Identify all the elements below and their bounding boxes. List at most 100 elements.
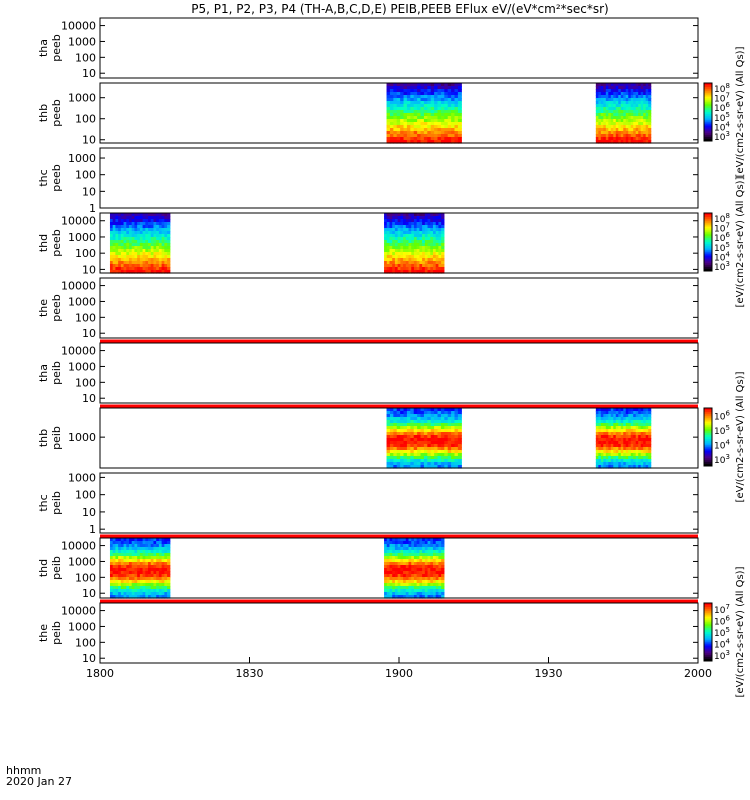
panel-label-probe: thd — [37, 234, 50, 252]
spectrogram-cell — [613, 122, 617, 126]
spectrogram-cell — [153, 258, 157, 262]
spectrogram-cell — [600, 417, 604, 421]
spectrogram-cell — [148, 559, 152, 563]
spectrogram-cell — [635, 423, 639, 427]
spectrogram-cell — [120, 237, 125, 241]
spectrogram-cell — [625, 104, 629, 108]
colorbar-swatch — [704, 456, 712, 459]
spectrogram-cell — [457, 140, 462, 144]
spectrogram-cell — [134, 574, 138, 578]
spectrogram-cell — [386, 577, 391, 581]
spectrogram-cell — [435, 589, 440, 593]
spectrogram-cell — [424, 562, 429, 566]
spectrogram-cell — [158, 243, 163, 247]
spectrogram-cell — [438, 258, 442, 262]
spectrogram-cell — [427, 417, 432, 421]
spectrogram-cell — [137, 225, 141, 229]
spectrogram-cell — [434, 83, 439, 87]
spectrogram-cell — [148, 228, 152, 232]
spectrogram-cell — [423, 456, 428, 460]
spectrogram-cell — [447, 417, 452, 421]
spectrogram-cell — [623, 459, 627, 463]
spectrogram-cell — [451, 423, 456, 427]
spectrogram-cell — [397, 550, 401, 554]
spectrogram-cell — [394, 222, 399, 226]
spectrogram-cell — [441, 547, 445, 551]
spectrogram-cell — [126, 216, 130, 220]
spectrogram-cell — [440, 438, 445, 442]
spectrogram-cell — [430, 435, 435, 439]
spectrogram-cell — [424, 258, 429, 262]
colorbar-swatch — [704, 651, 712, 654]
spectrogram-block — [109, 538, 171, 599]
spectrogram-cell — [410, 98, 415, 102]
spectrogram-cell — [605, 137, 609, 141]
spectrogram-cell — [413, 219, 418, 223]
spectrogram-cell — [424, 213, 429, 217]
spectrogram-cell — [134, 571, 138, 575]
spectrogram-cell — [648, 95, 652, 99]
spectrogram-cell — [427, 104, 432, 108]
spectrogram-cell — [400, 252, 404, 256]
panel-label-instrument: peib — [50, 556, 63, 580]
colorbar-swatch — [704, 603, 712, 606]
spectrogram-cell — [598, 456, 602, 460]
spectrogram-cell — [430, 122, 435, 126]
spectrogram-cell — [427, 556, 431, 560]
spectrogram-cell — [427, 92, 432, 96]
spectrogram-cell — [406, 465, 411, 469]
spectrogram-cell — [615, 438, 619, 442]
spectrogram-cell — [628, 113, 632, 117]
spectrogram-cell — [416, 264, 420, 268]
spectrogram-cell — [595, 438, 599, 442]
spectrogram-cell — [158, 261, 163, 265]
spectrogram-cell — [457, 414, 462, 418]
spectrogram-cell — [638, 98, 642, 102]
spectrogram-cell — [386, 456, 391, 460]
spectrogram-cell — [435, 255, 440, 259]
spectrogram-cell — [441, 240, 445, 244]
spectrogram-cell — [447, 110, 452, 114]
spectrogram-cell — [403, 456, 408, 460]
spectrogram-cell — [633, 447, 637, 451]
spectrogram-cell — [628, 414, 632, 418]
spectrogram-cell — [408, 538, 412, 542]
spectrogram-cell — [648, 113, 652, 117]
spectrogram-cell — [420, 426, 425, 430]
spectrogram-cell — [120, 595, 125, 599]
spectrogram-cell — [158, 219, 163, 223]
spectrogram-cell — [645, 450, 649, 454]
spectrogram-cell — [394, 595, 399, 599]
spectrogram-cell — [625, 107, 629, 111]
spectrogram-cell — [400, 571, 404, 575]
spectrogram-cell — [142, 559, 146, 563]
spectrogram-cell — [128, 258, 133, 262]
spectrogram-cell — [423, 429, 428, 433]
y-tick-label: 10000 — [61, 280, 96, 293]
spectrogram-cell — [615, 131, 619, 135]
spectrogram-cell — [413, 83, 418, 87]
spectrogram-cell — [422, 586, 426, 590]
spectrogram-cell — [150, 544, 155, 548]
spectrogram-cell — [139, 252, 144, 256]
spectrogram-cell — [638, 116, 642, 120]
spectrogram-cell — [115, 571, 119, 575]
spectrogram-cell — [400, 86, 405, 90]
spectrogram-cell — [167, 583, 171, 587]
spectrogram-cell — [444, 83, 449, 87]
spectrogram-cell — [123, 556, 127, 560]
spectrogram-cell — [408, 571, 412, 575]
spectrogram-cell — [620, 92, 624, 96]
spectrogram-cell — [123, 562, 127, 566]
spectrogram-cell — [384, 589, 388, 593]
spectrogram-cell — [392, 580, 396, 584]
spectrogram-cell — [628, 140, 632, 144]
spectrogram-cell — [137, 240, 141, 244]
spectrogram-cell — [432, 589, 437, 593]
colorbar-swatch — [704, 238, 712, 241]
spectrogram-cell — [167, 228, 171, 232]
spectrogram-cell — [610, 459, 614, 463]
spectrogram-cell — [628, 465, 632, 469]
spectrogram-cell — [389, 261, 393, 265]
spectrogram-cell — [416, 234, 420, 238]
